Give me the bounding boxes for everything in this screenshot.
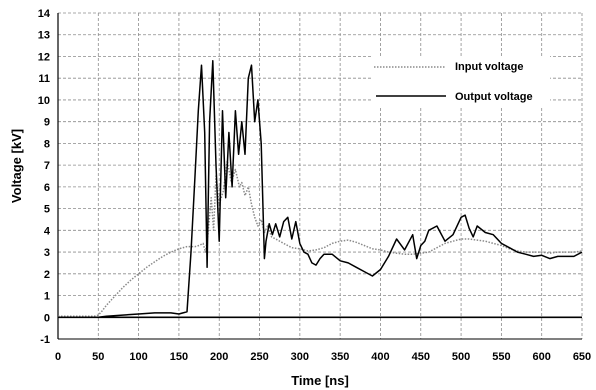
- y-tick-label: 4: [44, 225, 51, 237]
- x-tick-label: 550: [492, 351, 510, 363]
- x-tick-label: 600: [533, 351, 551, 363]
- x-tick-labels: 0 50 100 150 200 250 300 350 400 450 500 550 600 650: [55, 351, 591, 363]
- legend: Input voltage Output voltage: [372, 56, 550, 108]
- x-tick-label: 200: [210, 351, 228, 363]
- x-tick-label: 250: [250, 351, 268, 363]
- x-tick-label: 100: [129, 351, 147, 363]
- series-group: [58, 60, 583, 319]
- series-line-input-voltage: [58, 160, 583, 317]
- x-axis-title: Time [ns]: [291, 373, 349, 388]
- y-tick-label: 13: [38, 30, 50, 42]
- x-tick-label: 350: [331, 351, 349, 363]
- y-tick-label: 14: [38, 8, 51, 20]
- x-tick-label: 50: [92, 351, 104, 363]
- y-tick-label: 1: [44, 291, 50, 303]
- x-tick-label: 500: [452, 351, 470, 363]
- legend-output-label: Output voltage: [455, 91, 533, 103]
- x-tick-label: 400: [371, 351, 389, 363]
- x-tick-label: 0: [55, 351, 61, 363]
- y-tick-label: 3: [44, 247, 50, 259]
- y-tick-label: 7: [44, 160, 50, 172]
- y-tick-label: 0: [44, 312, 50, 324]
- legend-input-label: Input voltage: [455, 61, 523, 73]
- y-tick-label: 5: [44, 204, 50, 216]
- series-line-output-voltage: [58, 60, 583, 319]
- x-tick-label: 300: [291, 351, 309, 363]
- y-tick-label: 12: [38, 51, 50, 63]
- y-tick-label: 6: [44, 182, 50, 194]
- y-tick-label: 8: [44, 138, 50, 150]
- x-tick-label: 150: [170, 351, 188, 363]
- x-tick-label: 650: [573, 351, 591, 363]
- y-tick-label: 2: [44, 269, 50, 281]
- y-tick-label: -1: [40, 334, 50, 346]
- y-axis-title: Voltage [kV]: [9, 129, 24, 203]
- y-tick-label: 9: [44, 117, 50, 129]
- grid-lines: [58, 12, 583, 339]
- y-tick-label: 10: [38, 95, 50, 107]
- axes: [57, 13, 582, 340]
- y-tick-label: 11: [38, 73, 50, 85]
- x-tick-label: 450: [412, 351, 430, 363]
- legend-background: [372, 56, 550, 108]
